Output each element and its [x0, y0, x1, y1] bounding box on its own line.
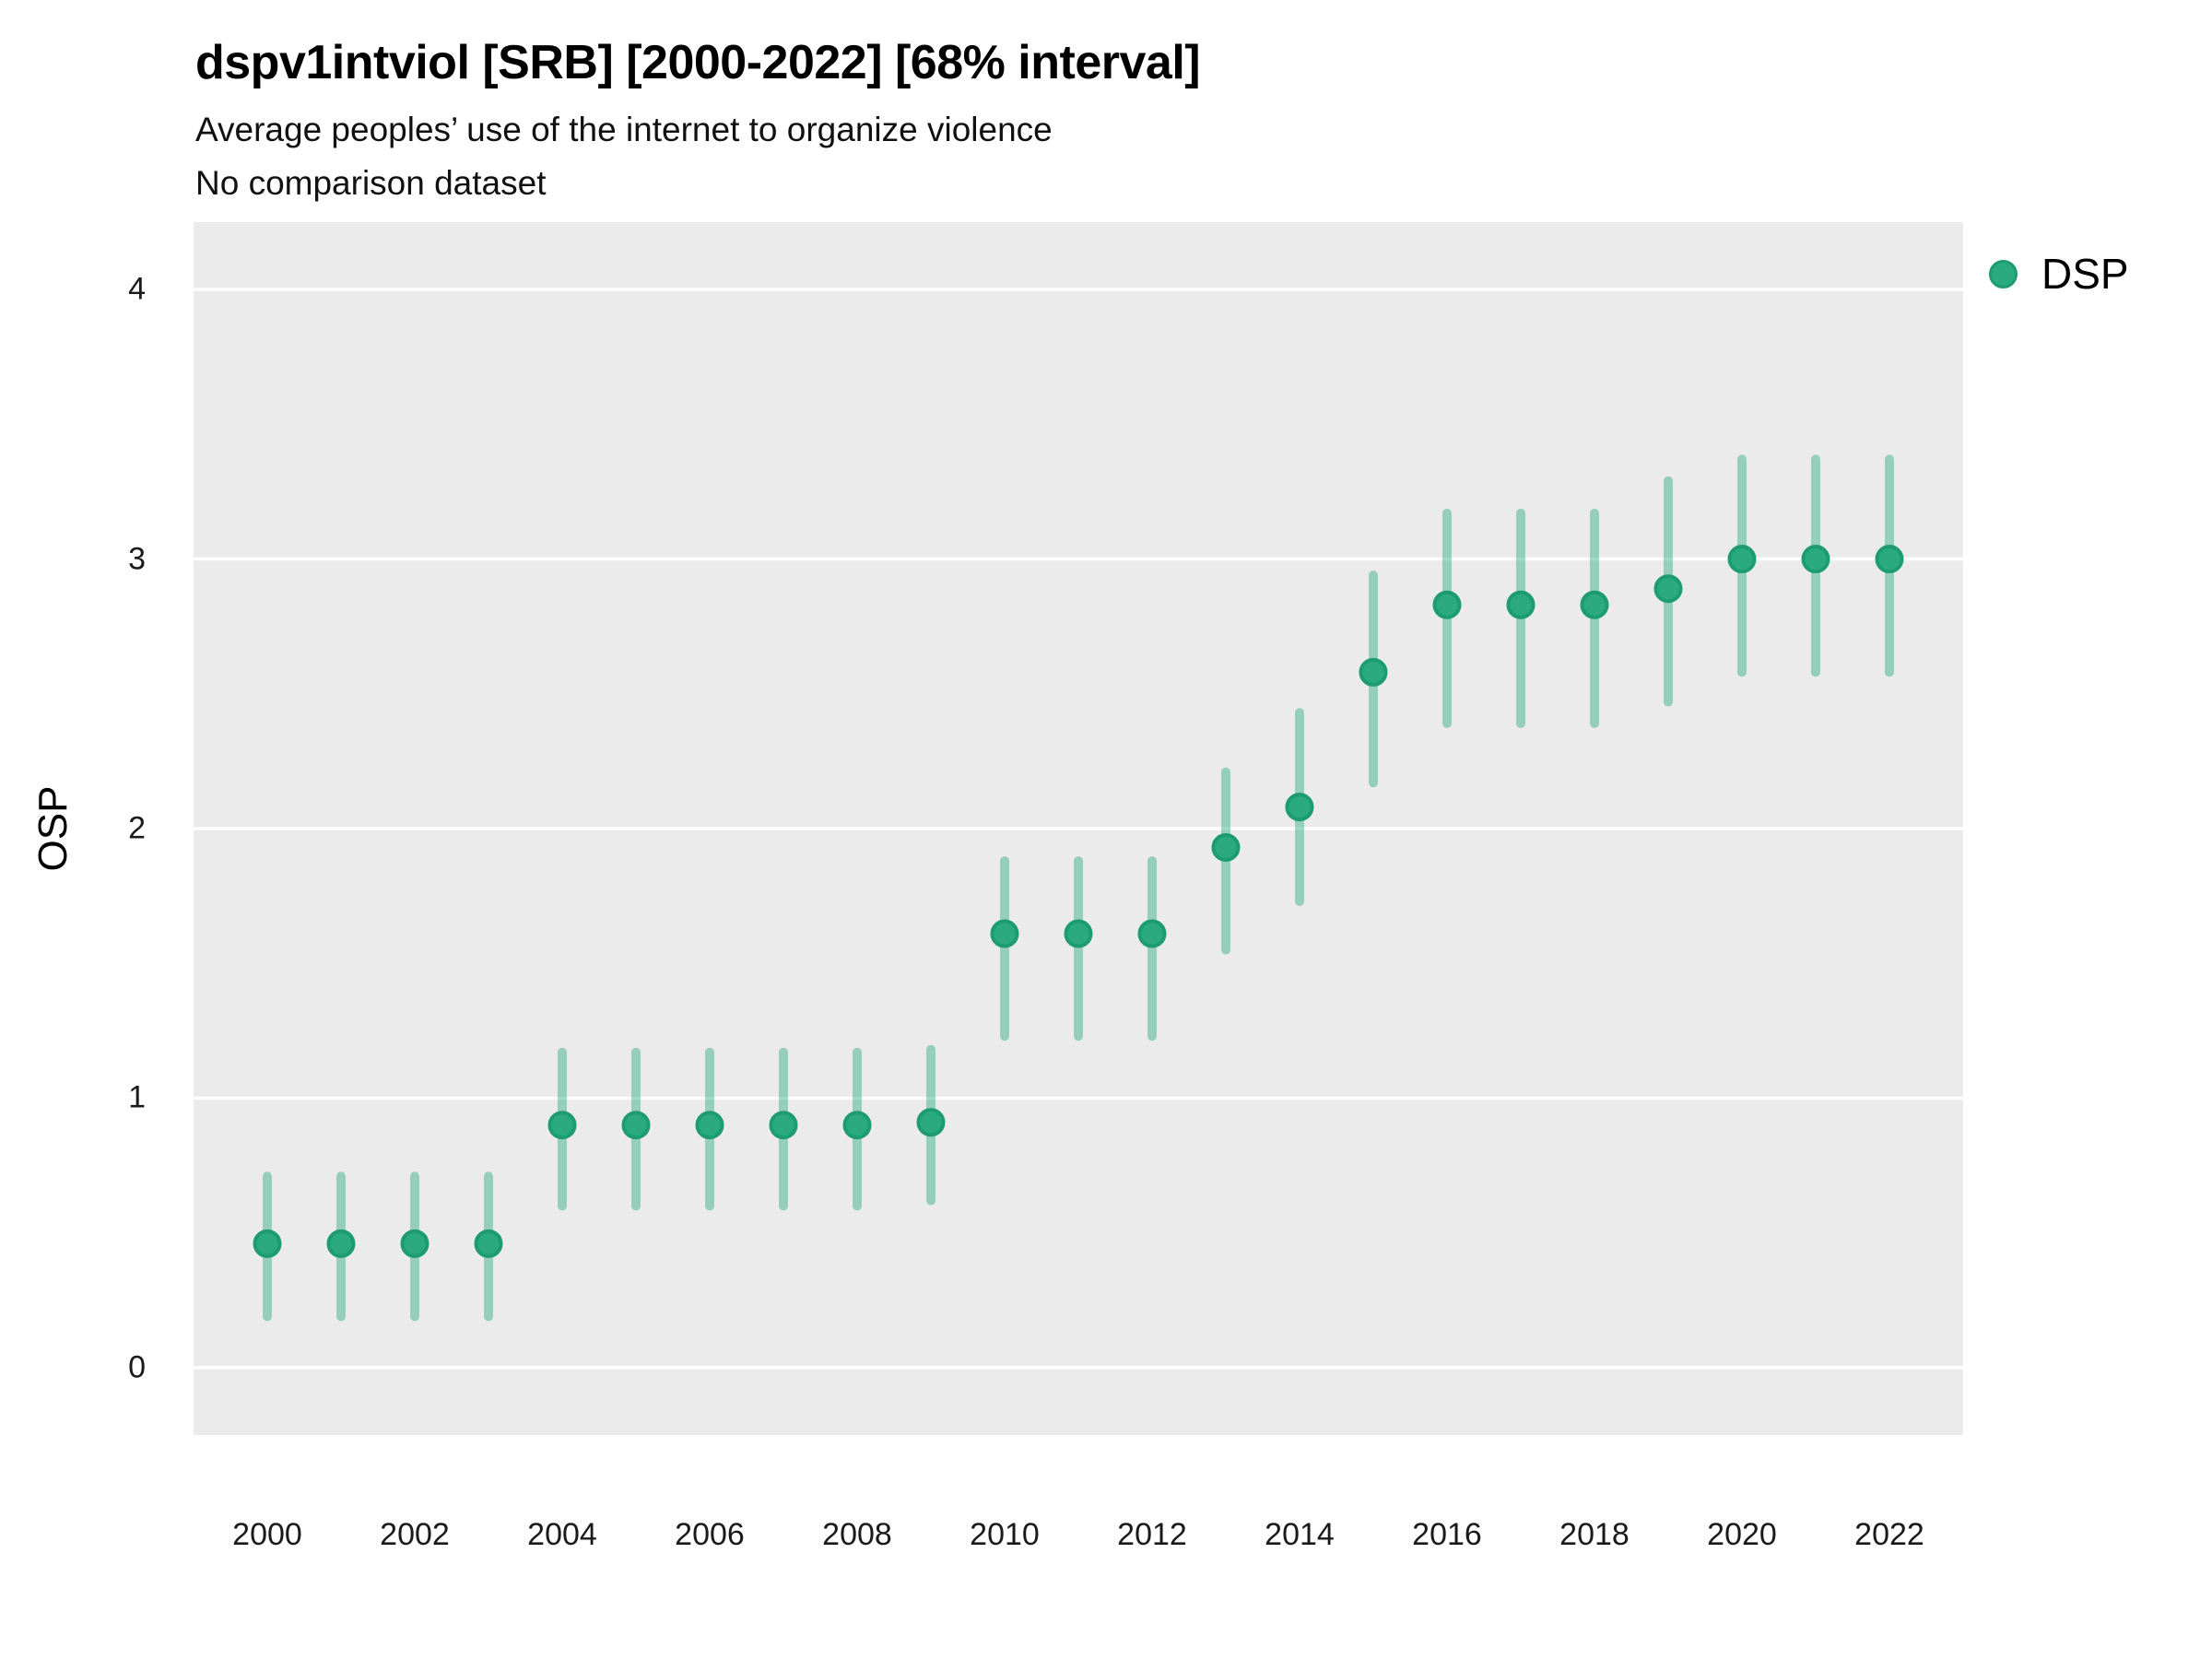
data-point-2008 [842, 1111, 872, 1140]
x-tick-label-2022: 2022 [1854, 1517, 1924, 1552]
chart-title: dspv1intviol [SRB] [2000-2022] [68% inte… [195, 36, 1201, 89]
chart-subtitle-line-1: Average peoples’ use of the internet to … [195, 111, 1053, 148]
data-point-2001 [326, 1229, 356, 1258]
data-point-2020 [1727, 545, 1757, 574]
legend-item-label: DSP [2041, 250, 2129, 298]
data-point-2019 [1653, 574, 1683, 604]
x-tick-label-2008: 2008 [822, 1517, 892, 1552]
data-point-2015 [1359, 657, 1388, 687]
y-tick-label-3: 3 [128, 541, 146, 577]
y-tick-label-4: 4 [128, 271, 146, 307]
y-tick-label-2: 2 [128, 810, 146, 846]
data-point-2014 [1285, 793, 1314, 822]
data-point-2012 [1137, 919, 1167, 948]
data-point-2022 [1875, 545, 1904, 574]
data-point-2004 [547, 1111, 577, 1140]
x-tick-label-2010: 2010 [970, 1517, 1040, 1552]
x-tick-label-2020: 2020 [1707, 1517, 1777, 1552]
data-point-2000 [253, 1229, 282, 1258]
data-point-2005 [621, 1111, 651, 1140]
data-point-2002 [400, 1229, 429, 1258]
plot-panel [194, 222, 1963, 1435]
data-point-2013 [1211, 832, 1241, 862]
data-point-2007 [769, 1111, 798, 1140]
x-tick-label-2016: 2016 [1412, 1517, 1482, 1552]
x-tick-label-2006: 2006 [675, 1517, 745, 1552]
chart-subtitle-line-2: No comparison dataset [195, 164, 547, 202]
x-tick-label-2002: 2002 [380, 1517, 450, 1552]
data-point-2009 [916, 1108, 946, 1137]
data-point-2021 [1801, 545, 1830, 574]
x-tick-label-2014: 2014 [1265, 1517, 1335, 1552]
chart-subtitle: Average peoples’ use of the internet to … [195, 103, 1053, 210]
data-point-2010 [990, 919, 1019, 948]
x-tick-label-2018: 2018 [1559, 1517, 1630, 1552]
y-tick-label-0: 0 [128, 1349, 146, 1385]
data-point-2016 [1432, 590, 1462, 619]
data-point-2011 [1064, 919, 1093, 948]
plot-canvas [194, 288, 1963, 1370]
data-point-2006 [695, 1111, 724, 1140]
x-tick-label-2004: 2004 [527, 1517, 597, 1552]
data-point-2003 [474, 1229, 503, 1258]
y-tick-label-1: 1 [128, 1079, 146, 1115]
data-point-2017 [1506, 590, 1535, 619]
legend: DSP [1989, 249, 2129, 299]
x-tick-label-2000: 2000 [232, 1517, 302, 1552]
data-point-2018 [1580, 590, 1609, 619]
x-tick-label-2012: 2012 [1117, 1517, 1187, 1552]
legend-point-icon [1989, 259, 2018, 288]
